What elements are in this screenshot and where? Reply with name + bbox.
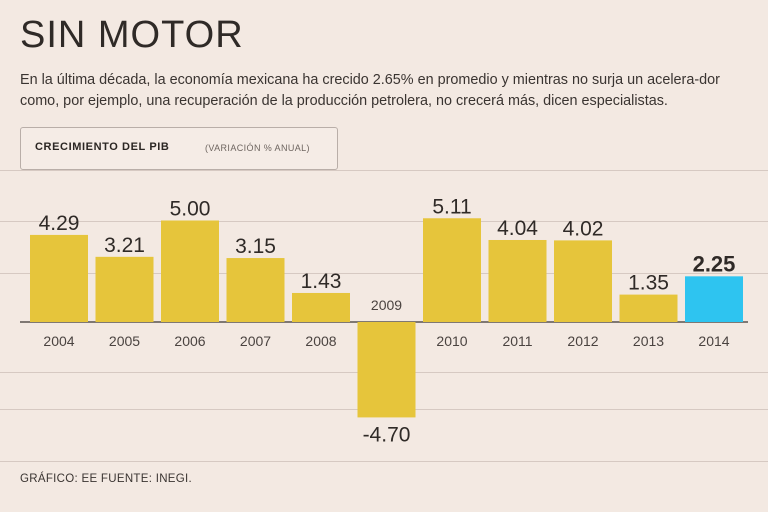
value-label-2011: 4.04 <box>497 217 538 240</box>
category-label-2014: 2014 <box>698 333 729 349</box>
bar-2009 <box>357 322 416 418</box>
gridline <box>0 273 768 274</box>
value-label-2009: -4.70 <box>363 423 411 446</box>
chart-title: CRECIMIENTO DEL PIB <box>35 141 170 153</box>
bar-2010 <box>423 218 481 322</box>
bar-2004 <box>30 234 88 322</box>
page-subtitle: En la última década, la economía mexican… <box>20 72 720 109</box>
category-label-2013: 2013 <box>633 333 664 349</box>
bar-2013 <box>619 294 678 322</box>
value-label-2004: 4.29 <box>39 212 80 235</box>
category-label-2011: 2011 <box>502 333 532 349</box>
category-label-2012: 2012 <box>567 333 598 349</box>
chart-subtitle: (VARIACIÓN % ANUAL) <box>205 143 310 153</box>
value-label-2007: 3.15 <box>235 235 276 258</box>
value-label-2013: 1.35 <box>628 272 669 295</box>
bar-2008 <box>292 292 350 322</box>
value-label-2005: 3.21 <box>104 234 145 257</box>
gridline <box>0 221 768 222</box>
category-label-2007: 2007 <box>240 333 271 349</box>
category-label-2005: 2005 <box>109 333 140 349</box>
category-label-2008: 2008 <box>305 333 336 349</box>
bar-2011 <box>488 239 547 322</box>
value-label-2014: 2.25 <box>693 251 736 276</box>
chart-label-box: CRECIMIENTO DEL PIB (VARIACIÓN % ANUAL) <box>20 127 338 170</box>
category-label-2010: 2010 <box>436 333 467 349</box>
source-note: GRÁFICO: EE FUENTE: INEGI. <box>20 473 193 485</box>
bar-2005 <box>95 256 154 322</box>
page-title: SIN MOTOR <box>20 14 244 56</box>
bar-2007 <box>226 258 285 322</box>
value-label-2006: 5.00 <box>170 198 211 221</box>
bar-2006 <box>161 220 219 322</box>
value-label-2010: 5.11 <box>432 195 471 218</box>
gridline <box>0 461 768 462</box>
category-label-2009: 2009 <box>371 297 402 313</box>
category-label-2006: 2006 <box>174 333 205 349</box>
gridline <box>0 170 768 171</box>
bar-2014 <box>685 276 743 322</box>
value-label-2012: 4.02 <box>563 217 604 240</box>
bar-2012 <box>554 240 612 322</box>
value-label-2008: 1.43 <box>301 270 342 293</box>
category-label-2004: 2004 <box>43 333 74 349</box>
